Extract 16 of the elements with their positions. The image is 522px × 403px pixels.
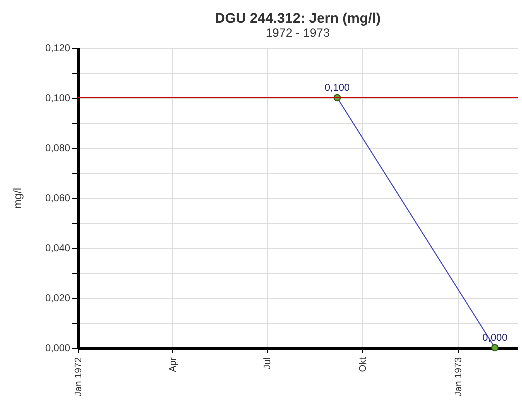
chart-title: DGU 244.312: Jern (mg/l) xyxy=(215,10,381,26)
y-tick-label: 0,080 xyxy=(45,144,71,154)
x-tick-label: Jan 1972 xyxy=(74,358,84,397)
y-tick-label: 0,120 xyxy=(45,44,71,54)
x-tick-label: Apr xyxy=(168,358,179,372)
y-tick-label: 0,040 xyxy=(45,244,71,254)
y-tick-label: 0,060 xyxy=(45,194,71,204)
y-tick-label: 0,100 xyxy=(45,94,71,104)
y-tick-label: 0,000 xyxy=(45,344,71,354)
y-axis-title: mg/l xyxy=(12,188,24,209)
data-label: 0,100 xyxy=(324,83,350,94)
x-tick-label: Jan 1973 xyxy=(453,358,464,397)
x-tick-label: Okt xyxy=(358,357,369,372)
x-tick-label: Jul xyxy=(262,358,274,370)
chart-subtitle: 1972 - 1973 xyxy=(266,26,330,40)
y-tick-label: 0,020 xyxy=(45,294,71,304)
